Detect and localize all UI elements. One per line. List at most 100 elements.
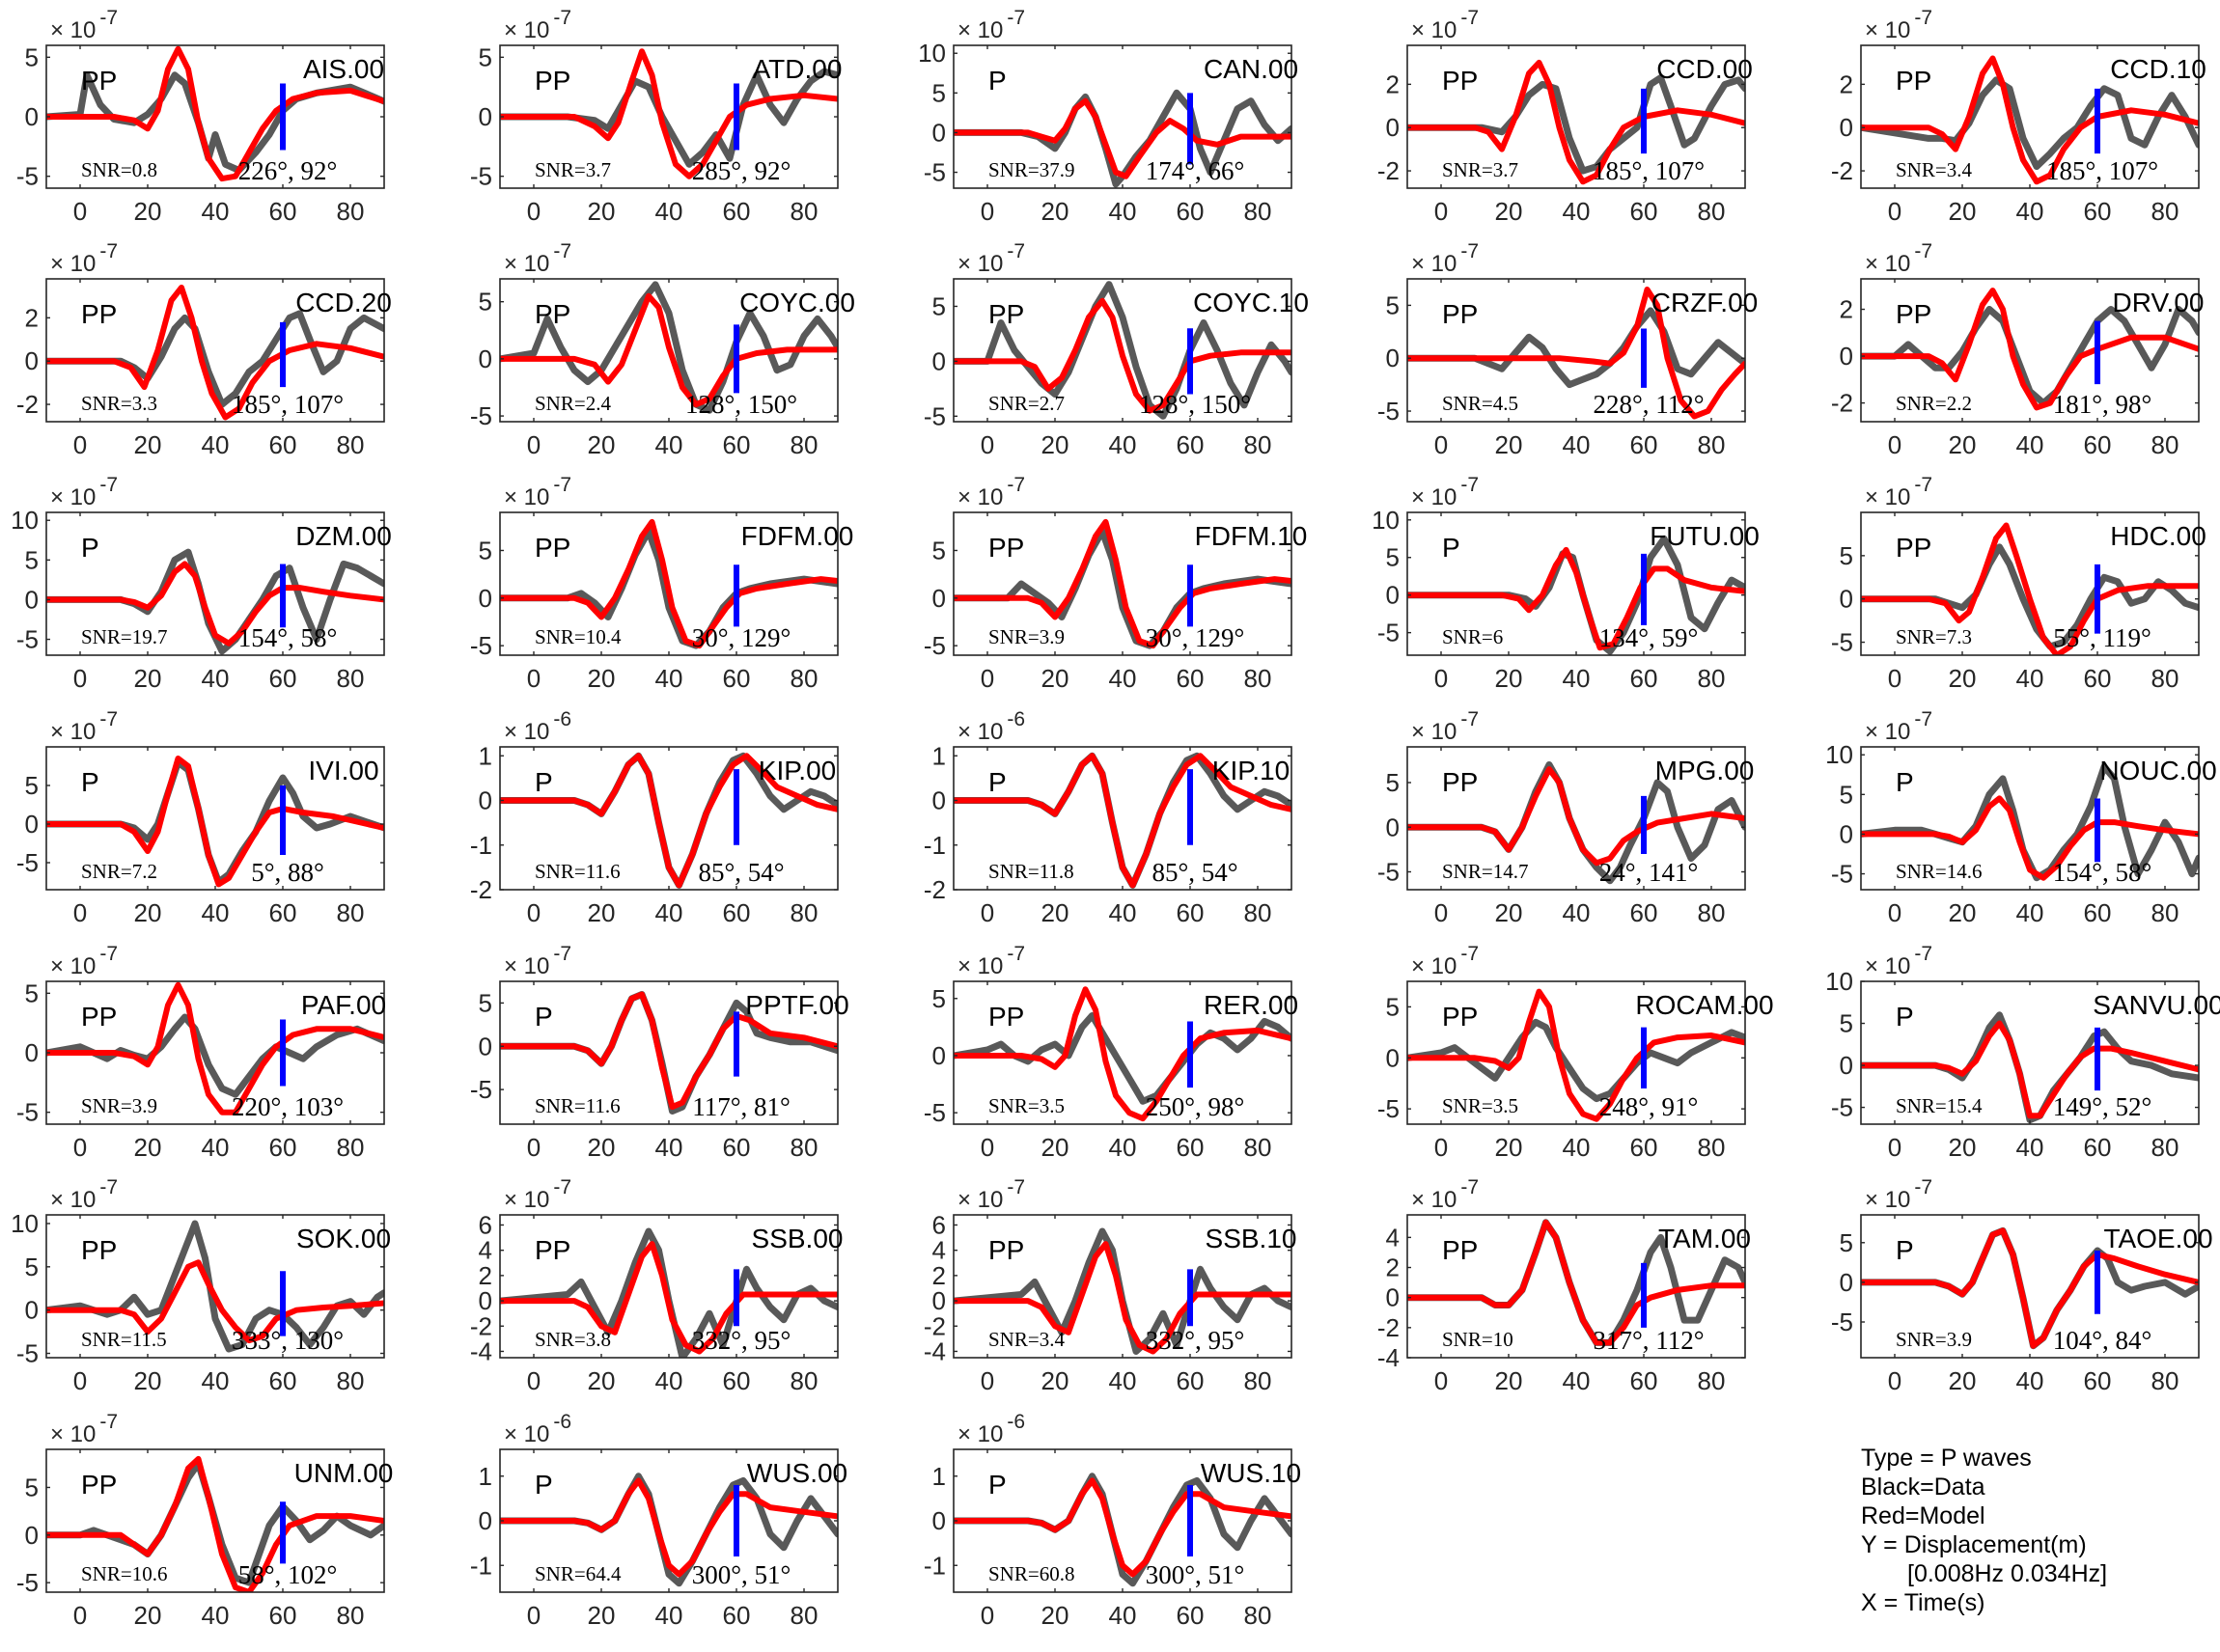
- x-tick-label: 20: [588, 1601, 616, 1630]
- x-tick-label: 60: [1177, 1133, 1205, 1162]
- station-label: KIP.10: [1212, 756, 1290, 785]
- model-series-line: [46, 561, 384, 647]
- plot-area: [1861, 1011, 2199, 1124]
- x-tick-label: 40: [1109, 197, 1137, 226]
- phase-label: PP: [535, 299, 570, 329]
- plot-area: [500, 48, 838, 179]
- azimuth-label: 185°, 107°: [2046, 156, 2158, 185]
- model-series-line: [46, 1259, 384, 1344]
- y-tick-label: -5: [1831, 628, 1853, 657]
- y-tick-label: -5: [1831, 860, 1853, 889]
- snr-label: SNR=11.6: [535, 1094, 621, 1117]
- azimuth-label: 128°, 150°: [1139, 390, 1251, 419]
- station-label: KIP.00: [759, 756, 836, 785]
- y-tick-label: 10: [918, 39, 946, 68]
- panel-drv-00: 0 20 40 60 80 -2 0 2 × 10 -7 PP DRV.00 SNR=2.2 181°, …: [1831, 240, 2205, 459]
- phase-label: PP: [81, 299, 117, 329]
- y-tick-label: 5: [479, 988, 492, 1017]
- y-tick-label: 5: [25, 978, 39, 1007]
- x-tick-label: 0: [1434, 1366, 1448, 1395]
- station-label: SSB.10: [1206, 1224, 1297, 1253]
- x-tick-label: 60: [269, 1366, 297, 1395]
- azimuth-label: 248°, 91°: [1599, 1092, 1699, 1121]
- x-tick-label: 0: [527, 1366, 541, 1395]
- azimuth-label: 85°, 54°: [698, 858, 784, 887]
- x-tick-label: 0: [1434, 1133, 1448, 1162]
- x-tick-label: 20: [134, 1601, 162, 1630]
- y-tick-label: -4: [924, 1336, 946, 1365]
- x-tick-label: 20: [1495, 898, 1523, 927]
- phase-label: PP: [988, 1235, 1024, 1265]
- y-tick-label: -5: [924, 158, 946, 187]
- phase-label: P: [1896, 1002, 1914, 1032]
- x-tick-label: 20: [1041, 1601, 1069, 1630]
- figure-legend: Type = P waves Black=Data Red=Model Y = …: [1861, 1444, 2208, 1617]
- x-tick-label: 40: [655, 1366, 683, 1395]
- station-label: SANVU.00: [2093, 990, 2220, 1020]
- phase-label: PP: [81, 1470, 117, 1500]
- station-label: TAM.00: [1658, 1224, 1751, 1253]
- panel-ccd-00: 0 20 40 60 80 -2 0 2 × 10 -7 PP CCD.00 SNR=3.7 185°, …: [1377, 7, 1753, 226]
- y-tick-label: 0: [479, 1032, 492, 1060]
- x-tick-label: 60: [2084, 430, 2112, 459]
- x-tick-label: 20: [1041, 197, 1069, 226]
- panel-rocam-00: 0 20 40 60 80 -5 0 5 × 10 -7 PP ROCAM.00 SNR=3.5 248°…: [1377, 943, 1774, 1162]
- y-exponent-label: × 10 -7: [1865, 7, 1932, 43]
- y-tick-label: 0: [1386, 113, 1400, 142]
- x-tick-label: 80: [1698, 197, 1726, 226]
- x-tick-label: 40: [1109, 430, 1137, 459]
- panel-fdfm-00: 0 20 40 60 80 -5 0 5 × 10 -7 PP FDFM.00 SNR=10.4 30°,…: [470, 474, 853, 693]
- legend-band-line: [0.008Hz 0.034Hz]: [1907, 1560, 2108, 1587]
- y-tick-label: 5: [479, 288, 492, 317]
- model-series-line: [46, 45, 384, 182]
- y-tick-label: 1: [932, 741, 946, 770]
- legend-type-line: Type = P waves: [1861, 1445, 2032, 1472]
- y-tick-label: 10: [1825, 740, 1853, 769]
- phase-label: P: [81, 767, 99, 797]
- station-label: ROCAM.00: [1635, 990, 1773, 1020]
- y-tick-label: -2: [1377, 156, 1400, 185]
- phase-label: PP: [535, 533, 570, 563]
- x-tick-label: 20: [134, 1133, 162, 1162]
- x-tick-label: 40: [202, 197, 230, 226]
- x-tick-label: 80: [791, 1601, 819, 1630]
- x-tick-label: 20: [1041, 1366, 1069, 1395]
- x-tick-label: 20: [1495, 430, 1523, 459]
- legend-x-line: X = Time(s): [1861, 1589, 1985, 1616]
- x-tick-label: 40: [1109, 664, 1137, 693]
- x-tick-label: 0: [73, 197, 87, 226]
- x-tick-label: 80: [337, 664, 365, 693]
- y-tick-label: 0: [932, 1506, 946, 1535]
- y-tick-label: 5: [1840, 1009, 1853, 1038]
- azimuth-label: 181°, 98°: [2053, 390, 2152, 419]
- model-series-line: [954, 1241, 1291, 1355]
- plot-area: [500, 1227, 838, 1358]
- y-exponent-label: × 10 -7: [1411, 943, 1479, 979]
- data-series-line: [1861, 543, 2199, 650]
- y-exponent-label: × 10 -7: [1411, 708, 1479, 745]
- x-tick-label: 40: [655, 1601, 683, 1630]
- snr-label: SNR=15.4: [1896, 1094, 1983, 1117]
- y-tick-label: 5: [1840, 1228, 1853, 1257]
- y-tick-label: 5: [932, 78, 946, 107]
- snr-label: SNR=10.6: [81, 1562, 167, 1585]
- station-label: DZM.00: [295, 521, 392, 551]
- y-tick-label: -1: [924, 831, 946, 860]
- phase-label: PP: [535, 66, 570, 96]
- x-tick-label: 80: [791, 197, 819, 226]
- y-tick-label: -5: [1377, 619, 1400, 647]
- phase-label: P: [988, 1470, 1007, 1500]
- x-tick-label: 80: [791, 898, 819, 927]
- phase-label: PP: [81, 1235, 117, 1265]
- x-tick-label: 20: [1041, 430, 1069, 459]
- data-series-line: [954, 1227, 1291, 1355]
- x-tick-label: 60: [269, 1133, 297, 1162]
- x-tick-label: 80: [2151, 1366, 2179, 1395]
- panel-fdfm-10: 0 20 40 60 80 -5 0 5 × 10 -7 PP FDFM.10 SNR=3.9 30°, …: [924, 474, 1307, 693]
- data-series-line: [500, 68, 838, 168]
- azimuth-label: 333°, 130°: [232, 1326, 344, 1355]
- plot-area: [954, 1473, 1291, 1587]
- y-tick-label: 2: [479, 1261, 492, 1290]
